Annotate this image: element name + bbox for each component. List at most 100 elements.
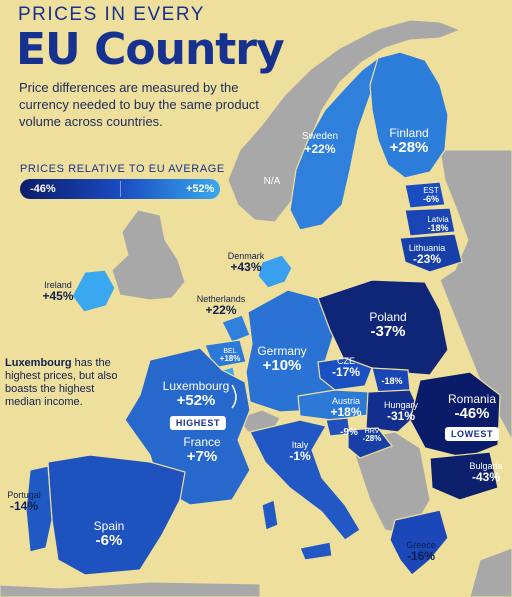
label-denmark: Denmark +43%: [227, 251, 265, 275]
country-name: Hungary: [383, 400, 419, 410]
label-croatia: HRV -28%: [363, 428, 382, 444]
italy-shape: [249, 419, 361, 541]
label-greece: Greece -16%: [406, 540, 436, 564]
country-name: Portugal: [7, 490, 41, 500]
country-value: -18%: [381, 376, 403, 386]
sicily-shape: [299, 541, 333, 561]
country-value: -37%: [370, 322, 406, 340]
highest-badge: HIGHEST: [169, 416, 227, 430]
legend-divider: [120, 181, 121, 197]
country-value: +28%: [389, 138, 429, 156]
subtitle: Price differences are measured by the cu…: [19, 80, 259, 129]
label-estonia: EST -6%: [422, 186, 440, 205]
country-name: France: [183, 435, 221, 449]
label-czechia: CZE -17%: [331, 356, 361, 380]
legend-title: PRICES RELATIVE TO EU AVERAGE: [20, 163, 225, 175]
country-name: Latvia: [427, 215, 449, 224]
denmark-shape: [257, 254, 293, 289]
spain-shape: [47, 454, 186, 576]
portugal-shape: [25, 465, 53, 553]
label-italy: Italy -1%: [289, 440, 311, 464]
country-value: +22%: [205, 303, 237, 318]
country-name: Luxembourg: [162, 379, 230, 393]
country-value: -6%: [422, 194, 440, 205]
label-ireland: Ireland +45%: [42, 280, 74, 304]
country-name: Ireland: [44, 280, 72, 290]
ireland-shape: [71, 269, 116, 313]
hungary-shape: [365, 389, 421, 433]
page-title: EU Country: [16, 24, 285, 75]
note-text: has the highest prices, but also boasts …: [5, 357, 118, 408]
label-belgium: BEL +18%: [220, 348, 241, 364]
country-value: -46%: [454, 404, 490, 422]
label-austria: Austria +18%: [330, 396, 362, 420]
non-eu-land: [0, 19, 512, 597]
legend-gradient-bar: [20, 179, 220, 199]
label-finland: Finland +28%: [389, 127, 428, 155]
eu-countries: [25, 51, 501, 576]
country-value: -31%: [386, 409, 415, 424]
east-land-shape: [439, 149, 512, 441]
country-value: +43%: [230, 260, 262, 275]
country-name: EST: [423, 186, 439, 195]
bulgaria-shape: [429, 451, 499, 501]
legend-high-value: +52%: [186, 183, 215, 195]
country-name: Austria: [331, 396, 360, 406]
luxembourg-note: Luxembourg has the highest prices, but a…: [5, 357, 123, 409]
title-kicker: PRICES IN EVERY: [18, 4, 205, 25]
country-name: HRV: [364, 428, 380, 435]
latvia-shape: [404, 207, 456, 237]
country-value: -23%: [412, 252, 442, 267]
legend-low-value: -46%: [30, 183, 56, 195]
country-value: -18%: [427, 223, 449, 234]
label-luxembourg: Luxembourg +52%: [163, 380, 230, 408]
country-value: -1%: [289, 449, 311, 464]
label-france: France +7%: [183, 436, 220, 464]
country-value: -9%: [340, 427, 358, 438]
country-name: Netherlands: [196, 294, 246, 304]
finland-shape: [369, 51, 449, 179]
croatia-shape: [347, 427, 393, 459]
country-value: +18%: [330, 405, 362, 420]
label-sweden: Sweden +22%: [301, 131, 339, 155]
turkey-shape: [469, 547, 512, 597]
uk-shape: [111, 209, 186, 301]
lithuania-shape: [399, 233, 463, 273]
poland-shape: [317, 279, 449, 376]
country-value: -17%: [331, 365, 361, 380]
country-value: +52%: [176, 391, 216, 409]
country-value: -14%: [9, 499, 38, 514]
label-germany: Germany +10%: [257, 345, 306, 373]
switzerland-shape: [237, 409, 281, 433]
country-name: Denmark: [227, 251, 265, 261]
label-romania: Romania -46%: [448, 393, 496, 421]
luxembourg-pointer: [231, 384, 237, 409]
label-slovenia: -9%: [340, 427, 358, 439]
country-value: -6%: [95, 531, 123, 549]
note-emphasis: Luxembourg: [5, 357, 72, 369]
country-name: Spain: [93, 519, 125, 533]
czechia-shape: [317, 357, 373, 391]
country-name: Lithuania: [408, 243, 446, 253]
estonia-shape: [404, 181, 446, 209]
country-value: -16%: [406, 549, 436, 564]
norway-na-label: N/A: [263, 176, 281, 187]
label-spain: Spain -6%: [94, 520, 125, 548]
country-value: +45%: [42, 289, 74, 304]
label-lithuania: Lithuania -23%: [408, 243, 446, 267]
lowest-badge: LOWEST: [444, 427, 500, 441]
sardinia-shape: [261, 499, 279, 531]
country-name: BEL: [223, 348, 237, 355]
label-bulgaria: Bulgaria -43%: [469, 461, 502, 484]
country-name: Poland: [369, 310, 407, 324]
country-value: -28%: [362, 434, 382, 444]
netherlands-shape: [221, 314, 251, 343]
country-name: Sweden: [301, 131, 339, 142]
label-latvia: Latvia -18%: [427, 215, 449, 234]
label-slovakia: -18%: [381, 376, 403, 386]
country-name: Romania: [447, 392, 497, 406]
country-value: +18%: [219, 354, 241, 364]
country-name: CZE: [336, 356, 355, 366]
